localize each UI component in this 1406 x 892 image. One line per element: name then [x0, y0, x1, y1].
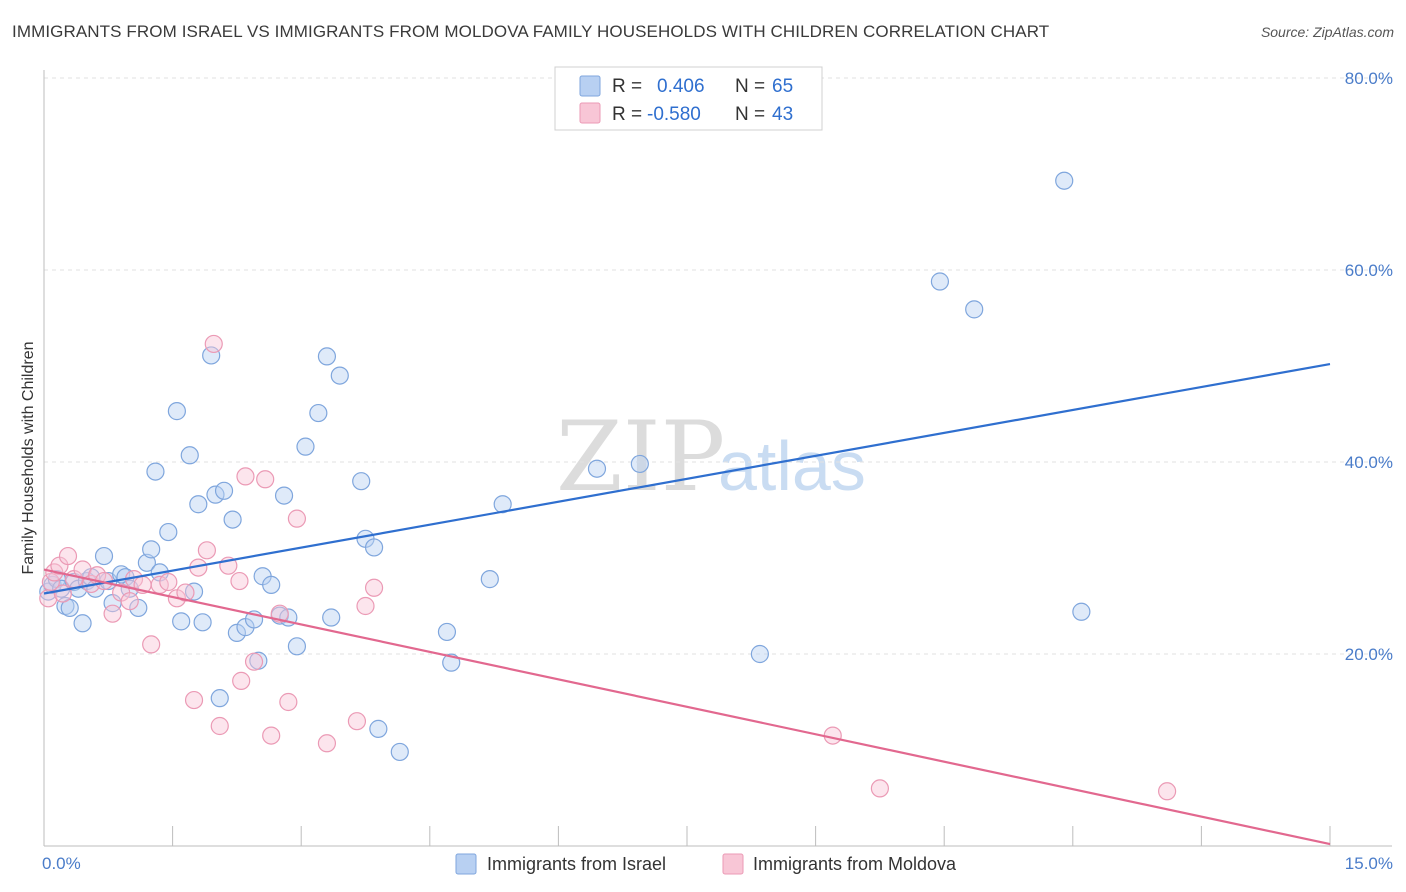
moldova-point-28 [236, 467, 255, 486]
legend-r-label-israel: R = [612, 76, 642, 97]
israel-point-53 [369, 719, 388, 738]
israel-point-65 [1072, 602, 1091, 621]
moldova-point-4 [53, 584, 72, 603]
israel-point-52 [364, 538, 384, 557]
israel-point-55 [437, 622, 457, 642]
legend-swatch-moldova [579, 102, 601, 124]
israel-point-8 [73, 614, 92, 633]
israel-point-50 [352, 472, 371, 491]
moldova-point-18 [159, 572, 178, 592]
moldova-points [39, 334, 1177, 801]
moldova-point-11 [103, 604, 122, 623]
legend-n-label-moldova: N = [735, 104, 765, 125]
correlation-legend: R = 0.406 N = 65 R = -0.580 N = 43 [554, 66, 823, 131]
israel-point-49 [330, 366, 349, 385]
moldova-point-5 [58, 546, 78, 566]
source-credit: Source: ZipAtlas.com [1260, 24, 1394, 40]
x-tick-label-min: 0.0% [42, 854, 81, 873]
watermark-zip: ZIP [556, 401, 725, 513]
series-legend: Immigrants from Israel Immigrants from M… [455, 853, 957, 875]
moldova-point-27 [232, 671, 251, 690]
israel-point-59 [587, 459, 607, 478]
israel-point-62 [930, 272, 950, 291]
y-tick-labels: 20.0% 40.0% 60.0% 80.0% [1345, 69, 1393, 664]
israel-point-63 [965, 300, 984, 319]
israel-point-40 [262, 575, 281, 594]
bottom-legend-label-israel: Immigrants from Israel [487, 854, 666, 874]
trend-lines [43, 362, 1331, 846]
y-tick-label-80: 80.0% [1345, 69, 1393, 88]
israel-point-31 [206, 485, 225, 504]
israel-point-48 [322, 608, 341, 627]
moldova-point-31 [262, 726, 281, 745]
israel-point-20 [142, 540, 161, 559]
israel-point-34 [223, 510, 242, 529]
israel-point-57 [480, 570, 499, 589]
chart-title: IMMIGRANTS FROM ISRAEL VS IMMIGRANTS FRO… [12, 22, 1050, 41]
bottom-legend-label-moldova: Immigrants from Moldova [753, 854, 957, 874]
legend-n-value-israel: 65 [772, 76, 793, 97]
legend-n-label-israel: N = [735, 76, 765, 97]
moldova-point-16 [142, 635, 161, 654]
israel-point-46 [309, 403, 328, 423]
israel-point-32 [210, 689, 229, 708]
legend-r-value-israel: 0.406 [657, 76, 705, 97]
bottom-legend-swatch-moldova [722, 853, 744, 875]
moldova-point-39 [230, 571, 249, 591]
israel-point-22 [146, 462, 165, 481]
israel-point-23 [159, 522, 178, 542]
israel-point-60 [630, 454, 649, 474]
moldova-point-29 [244, 652, 264, 671]
watermark-atlas: atlas [718, 427, 866, 505]
x-axis-ticks [43, 826, 1331, 846]
moldova-point-37 [356, 596, 375, 616]
israel-point-33 [214, 481, 234, 500]
israel-point-30 [202, 346, 221, 365]
israel-point-28 [189, 495, 208, 514]
y-tick-label-60: 60.0% [1345, 261, 1393, 280]
israel-point-47 [317, 347, 337, 366]
x-tick-label-max: 15.0% [1345, 854, 1393, 873]
legend-n-value-moldova: 43 [772, 104, 793, 125]
y-tick-label-40: 40.0% [1345, 453, 1393, 472]
israel-point-25 [172, 612, 191, 631]
israel-point-24 [167, 402, 186, 421]
moldova-point-30 [256, 470, 275, 489]
legend-swatch-israel [579, 75, 601, 97]
moldova-point-41 [870, 779, 890, 798]
israel-point-61 [750, 644, 769, 664]
israel-point-64 [1055, 171, 1074, 190]
israel-point-44 [287, 637, 307, 656]
moldova-point-13 [120, 592, 139, 611]
moldova-point-20 [176, 583, 195, 602]
bottom-legend-swatch-israel [455, 853, 477, 875]
israel-point-12 [94, 546, 114, 566]
y-tick-label-20: 20.0% [1345, 645, 1393, 664]
moldova-point-34 [287, 509, 307, 528]
israel-point-26 [180, 446, 199, 465]
israel-point-42 [274, 486, 294, 505]
moldova-point-33 [279, 692, 298, 712]
moldova-point-23 [197, 541, 216, 560]
moldova-point-25 [210, 716, 229, 736]
israel-point-19 [137, 553, 156, 572]
moldova-point-36 [347, 712, 367, 731]
moldova-point-21 [184, 690, 204, 710]
israel-point-54 [390, 742, 409, 762]
moldova-trend-line [43, 568, 1331, 846]
moldova-point-38 [364, 578, 384, 597]
moldova-point-24 [204, 334, 223, 354]
israel-point-29 [193, 613, 212, 632]
legend-r-label-moldova: R = [612, 104, 642, 125]
legend-r-value-moldova: -0.580 [647, 104, 701, 125]
moldova-point-1 [41, 572, 60, 592]
israel-trend-line [43, 362, 1331, 595]
y-axis-label: Family Households with Children [20, 342, 37, 575]
israel-point-45 [296, 437, 315, 456]
moldova-point-35 [317, 734, 337, 753]
moldova-point-42 [1158, 782, 1177, 801]
grid-lines [44, 77, 1392, 655]
